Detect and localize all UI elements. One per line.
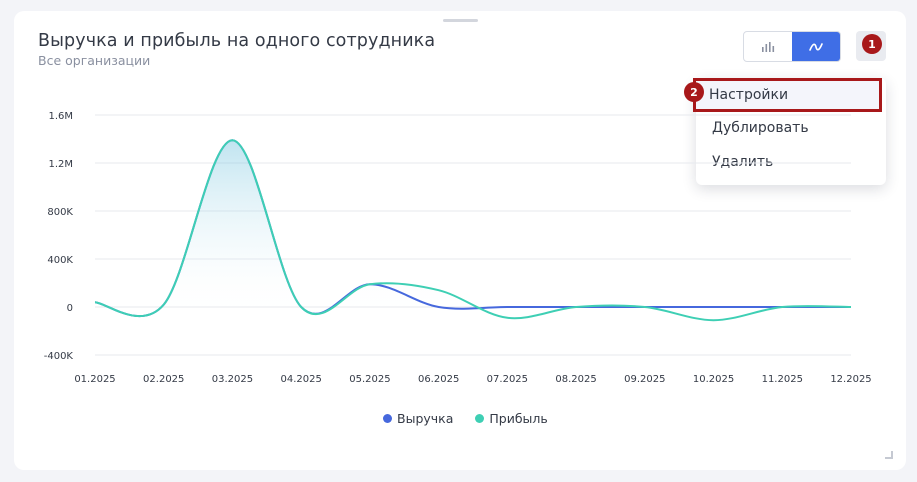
x-tick-label: 05.2025 xyxy=(349,374,390,385)
drag-handle[interactable] xyxy=(443,19,478,22)
legend-item-profit[interactable]: Прибыль xyxy=(475,411,548,426)
x-tick-label: 10.2025 xyxy=(693,374,734,385)
x-tick-label: 06.2025 xyxy=(418,374,459,385)
bar-chart-button[interactable] xyxy=(744,32,792,61)
x-tick-label: 07.2025 xyxy=(487,374,528,385)
legend-dot-profit xyxy=(475,414,485,423)
resize-handle[interactable] xyxy=(885,451,893,459)
y-tick-label: 800K xyxy=(47,207,73,218)
menu-item-duplicate[interactable]: Дублировать xyxy=(712,120,809,136)
y-tick-label: 0 xyxy=(67,303,73,314)
widget-subtitle: Все организации xyxy=(38,53,151,68)
x-tick-label: 11.2025 xyxy=(762,374,803,385)
chart-type-toggle xyxy=(743,31,841,62)
menu-item-delete[interactable]: Удалить xyxy=(712,154,774,170)
x-tick-label: 09.2025 xyxy=(624,374,665,385)
series-line-1 xyxy=(94,139,852,322)
step-marker-2: 2 xyxy=(684,82,704,102)
legend-item-revenue[interactable]: Выручка xyxy=(383,411,453,426)
legend-dot-revenue xyxy=(383,414,392,423)
x-tick-label: 01.2025 xyxy=(74,374,115,385)
x-tick-label: 04.2025 xyxy=(281,374,322,385)
line-chart-button[interactable] xyxy=(792,32,840,61)
step-marker-1: 1 xyxy=(862,34,882,54)
widget-title: Выручка и прибыль на одного сотрудника xyxy=(38,31,436,51)
x-tick-label: 02.2025 xyxy=(143,374,184,385)
legend-label-profit: Прибыль xyxy=(489,411,548,426)
y-tick-label: -400K xyxy=(44,351,74,362)
y-tick-label: 1.6M xyxy=(48,111,73,122)
bar-chart-icon xyxy=(762,41,775,52)
x-tick-label: 08.2025 xyxy=(555,374,596,385)
x-tick-label: 12.2025 xyxy=(830,374,871,385)
menu-item-settings[interactable]: Настройки xyxy=(693,78,882,112)
y-tick-label: 400K xyxy=(47,255,73,266)
y-tick-label: 1.2M xyxy=(48,159,73,170)
legend-label-revenue: Выручка xyxy=(397,411,454,426)
line-chart-icon xyxy=(809,42,823,51)
x-tick-label: 03.2025 xyxy=(212,374,253,385)
widget-dropdown-menu: Настройки Дублировать Удалить xyxy=(693,78,886,185)
series-area-1 xyxy=(95,140,851,321)
chart-legend: Выручка Прибыль xyxy=(383,411,548,426)
